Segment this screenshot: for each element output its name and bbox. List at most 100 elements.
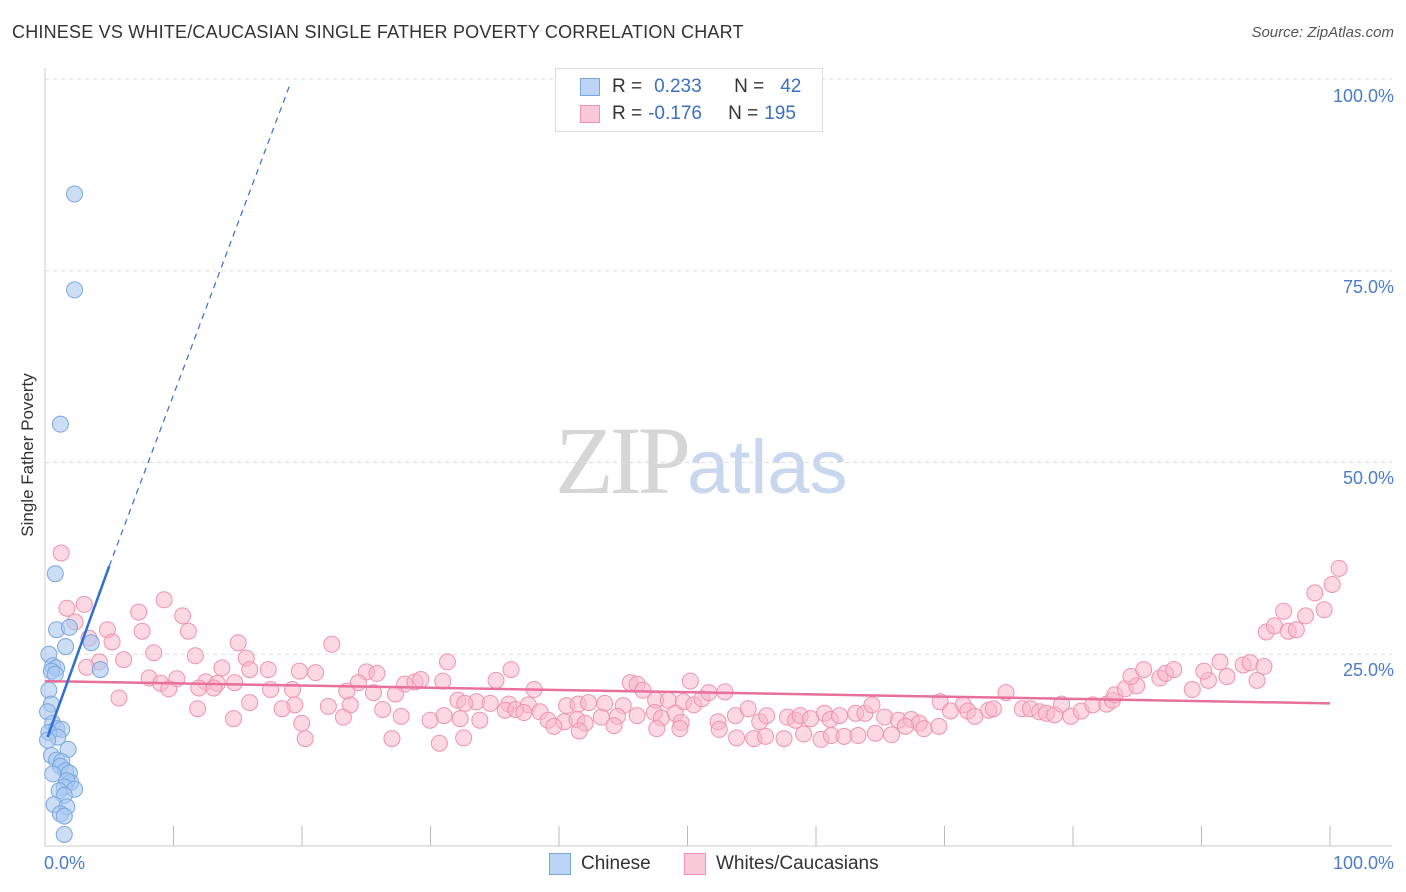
whites-point	[1330, 559, 1348, 577]
whites-point	[430, 734, 448, 752]
whites-point	[259, 661, 277, 679]
legend-item-whites[interactable]: Whites/Caucasians	[684, 853, 879, 875]
whites-point	[110, 689, 128, 707]
chart-title: CHINESE VS WHITE/CAUCASIAN SINGLE FATHER…	[12, 22, 744, 42]
n-label: N =	[728, 103, 759, 124]
whites-legend-swatch	[684, 853, 706, 875]
source-note: Source: ZipAtlas.com	[1251, 24, 1394, 41]
legend-label-chinese: Chinese	[581, 853, 651, 874]
whites-point	[739, 700, 757, 718]
whites-point	[570, 722, 588, 740]
whites-point	[319, 697, 337, 715]
r-value-chinese: 0.233	[654, 76, 702, 97]
whites-point	[876, 708, 894, 726]
whites-point	[133, 622, 151, 640]
legend-label-whites: Whites/Caucasians	[716, 853, 879, 874]
whites-point	[628, 707, 646, 725]
whites-point	[155, 591, 173, 609]
whites-point	[412, 671, 430, 689]
chinese-legend-swatch	[549, 853, 571, 875]
chinese-point	[91, 661, 109, 679]
whites-point	[296, 730, 314, 748]
whites-point	[758, 707, 776, 725]
n-value-chinese: 42	[780, 76, 802, 97]
whites-point	[671, 720, 689, 738]
chinese-point	[44, 765, 62, 783]
whites-point	[605, 717, 623, 735]
whites-point	[681, 672, 699, 690]
whites-point	[1211, 653, 1229, 671]
whites-point	[52, 544, 70, 562]
whites-swatch	[580, 105, 600, 123]
whites-point	[455, 729, 473, 747]
whites-point	[795, 725, 813, 743]
y-tick-50: 50.0%	[1342, 468, 1394, 488]
whites-point	[1323, 575, 1341, 593]
whites-point	[435, 707, 453, 725]
watermark-atlas: atlas	[687, 425, 848, 510]
whites-point	[226, 674, 244, 692]
whites-point	[1306, 584, 1324, 602]
whites-point	[1165, 661, 1183, 679]
whites-point	[186, 647, 204, 665]
whites-point	[883, 726, 901, 744]
legend-item-chinese[interactable]: Chinese	[549, 853, 651, 875]
whites-point	[438, 653, 456, 671]
whites-point	[293, 714, 311, 732]
whites-point	[710, 720, 728, 738]
whites-point	[863, 696, 881, 714]
r-label: R =	[612, 103, 643, 124]
whites-point	[58, 599, 76, 617]
chinese-point	[40, 681, 58, 699]
whites-point	[930, 717, 948, 735]
whites-point	[213, 659, 231, 677]
chinese-trend-extension	[108, 86, 290, 567]
whites-point	[756, 727, 774, 745]
whites-point	[1315, 601, 1333, 619]
whites-point	[75, 595, 93, 613]
y-tick-75: 75.0%	[1342, 277, 1394, 297]
whites-point	[383, 730, 401, 748]
whites-point	[515, 704, 533, 722]
whites-point	[915, 720, 933, 738]
chinese-point	[46, 565, 64, 583]
whites-point	[1275, 602, 1293, 620]
chinese-point	[57, 638, 75, 656]
n-label: N =	[734, 76, 765, 97]
whites-point	[984, 700, 1002, 718]
correlation-legend: R = 0.233 N = 42 R = -0.176 N = 195	[555, 68, 823, 132]
whites-point	[451, 710, 469, 728]
whites-point	[545, 717, 563, 735]
y-axis-label: Single Father Poverty	[18, 373, 37, 537]
whites-point	[307, 664, 325, 682]
whites-point	[190, 679, 208, 697]
whites-point	[866, 724, 884, 742]
whites-point	[648, 720, 666, 738]
whites-point	[471, 711, 489, 729]
whites-point	[103, 633, 121, 651]
whites-point	[392, 707, 410, 725]
chinese-point	[66, 281, 84, 299]
whites-point	[775, 730, 793, 748]
whites-point	[728, 729, 746, 747]
r-label: R =	[612, 76, 643, 97]
whites-point	[205, 679, 223, 697]
watermark: ZIPatlas	[555, 405, 848, 516]
whites-point	[849, 727, 867, 745]
whites-point	[1135, 661, 1153, 679]
whites-point	[241, 694, 259, 712]
chinese-point	[82, 634, 100, 652]
whites-point	[174, 607, 192, 625]
whites-point	[1053, 695, 1071, 713]
whites-point	[323, 635, 341, 653]
y-tick-100: 100.0%	[1332, 86, 1394, 106]
whites-point	[580, 694, 598, 712]
whites-point	[831, 707, 849, 725]
chinese-trend-line	[46, 565, 111, 738]
whites-point	[481, 694, 499, 712]
whites-point	[1195, 662, 1213, 680]
chinese-point	[55, 807, 73, 825]
x-tick-min: 0.0%	[44, 853, 86, 873]
whites-point	[368, 664, 386, 682]
